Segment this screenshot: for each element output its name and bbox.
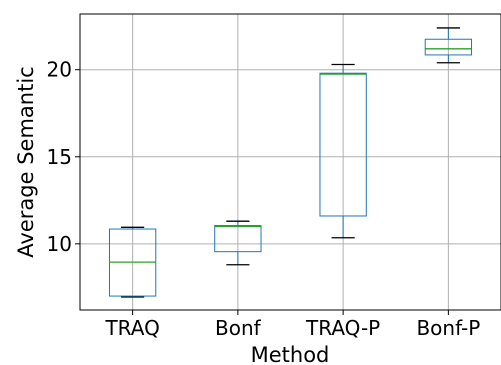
box-group <box>214 220 262 266</box>
y-tick-label: 20 <box>47 58 72 82</box>
grid-lines <box>80 14 501 310</box>
iqr-box <box>424 38 473 56</box>
x-tick-label: TRAQ-P <box>305 316 380 340</box>
x-axis-ticks: TRAQ Bonf TRAQ-P Bonf-P <box>104 310 480 340</box>
iqr-box <box>319 72 367 217</box>
y-tick-label: 15 <box>47 145 72 169</box>
plot-frame <box>79 13 501 311</box>
x-axis-label: Method <box>251 343 330 365</box>
y-tick-label: 10 <box>47 232 72 256</box>
x-tick-label: TRAQ <box>104 316 159 340</box>
x-tick-label: Bonf <box>215 316 262 340</box>
iqr-box <box>214 225 262 253</box>
box-group <box>424 27 473 64</box>
y-axis-ticks: 10 15 20 <box>47 58 80 256</box>
x-tick-label: Bonf-P <box>416 316 480 340</box>
box-group <box>319 63 367 239</box>
box-group <box>108 226 157 298</box>
y-axis-label: Average Semantic <box>14 66 38 257</box>
box-series <box>108 27 473 298</box>
